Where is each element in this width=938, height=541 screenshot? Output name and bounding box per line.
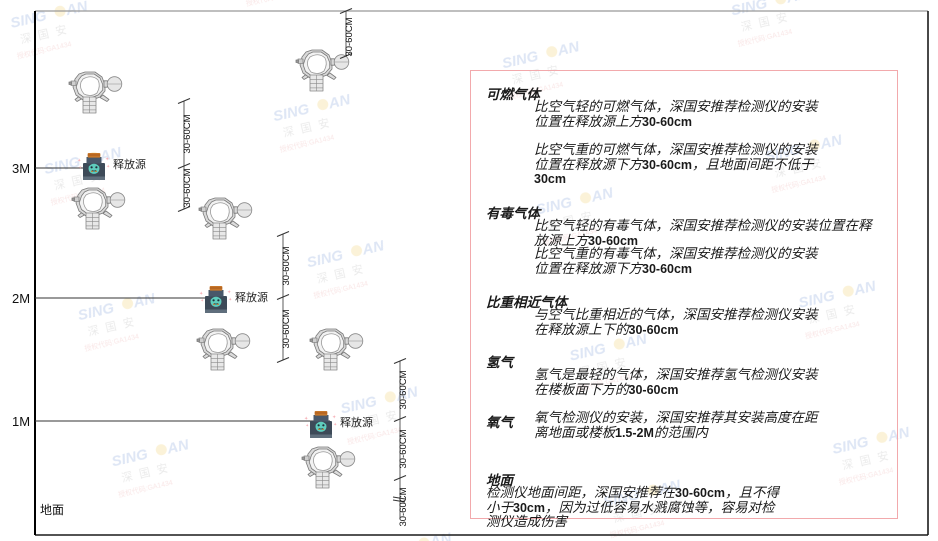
svg-text:3M: 3M <box>12 161 30 176</box>
svg-text:30-60CM: 30-60CM <box>398 487 409 526</box>
svg-text:30-60CM: 30-60CM <box>398 370 409 409</box>
svg-text:释放源: 释放源 <box>235 290 268 304</box>
svg-text:30-60CM: 30-60CM <box>182 168 193 207</box>
svg-text:释放源: 释放源 <box>113 157 146 171</box>
svg-text:地面: 地面 <box>40 503 64 517</box>
svg-text:30-60CM: 30-60CM <box>344 17 355 56</box>
svg-text:1M: 1M <box>12 414 30 429</box>
svg-text:30-60CM: 30-60CM <box>281 309 292 348</box>
svg-text:释放源: 释放源 <box>340 415 373 429</box>
svg-text:30-60CM: 30-60CM <box>182 114 193 153</box>
svg-text:30-60CM: 30-60CM <box>398 429 409 468</box>
svg-text:2M: 2M <box>12 291 30 306</box>
svg-text:30-60CM: 30-60CM <box>281 246 292 285</box>
